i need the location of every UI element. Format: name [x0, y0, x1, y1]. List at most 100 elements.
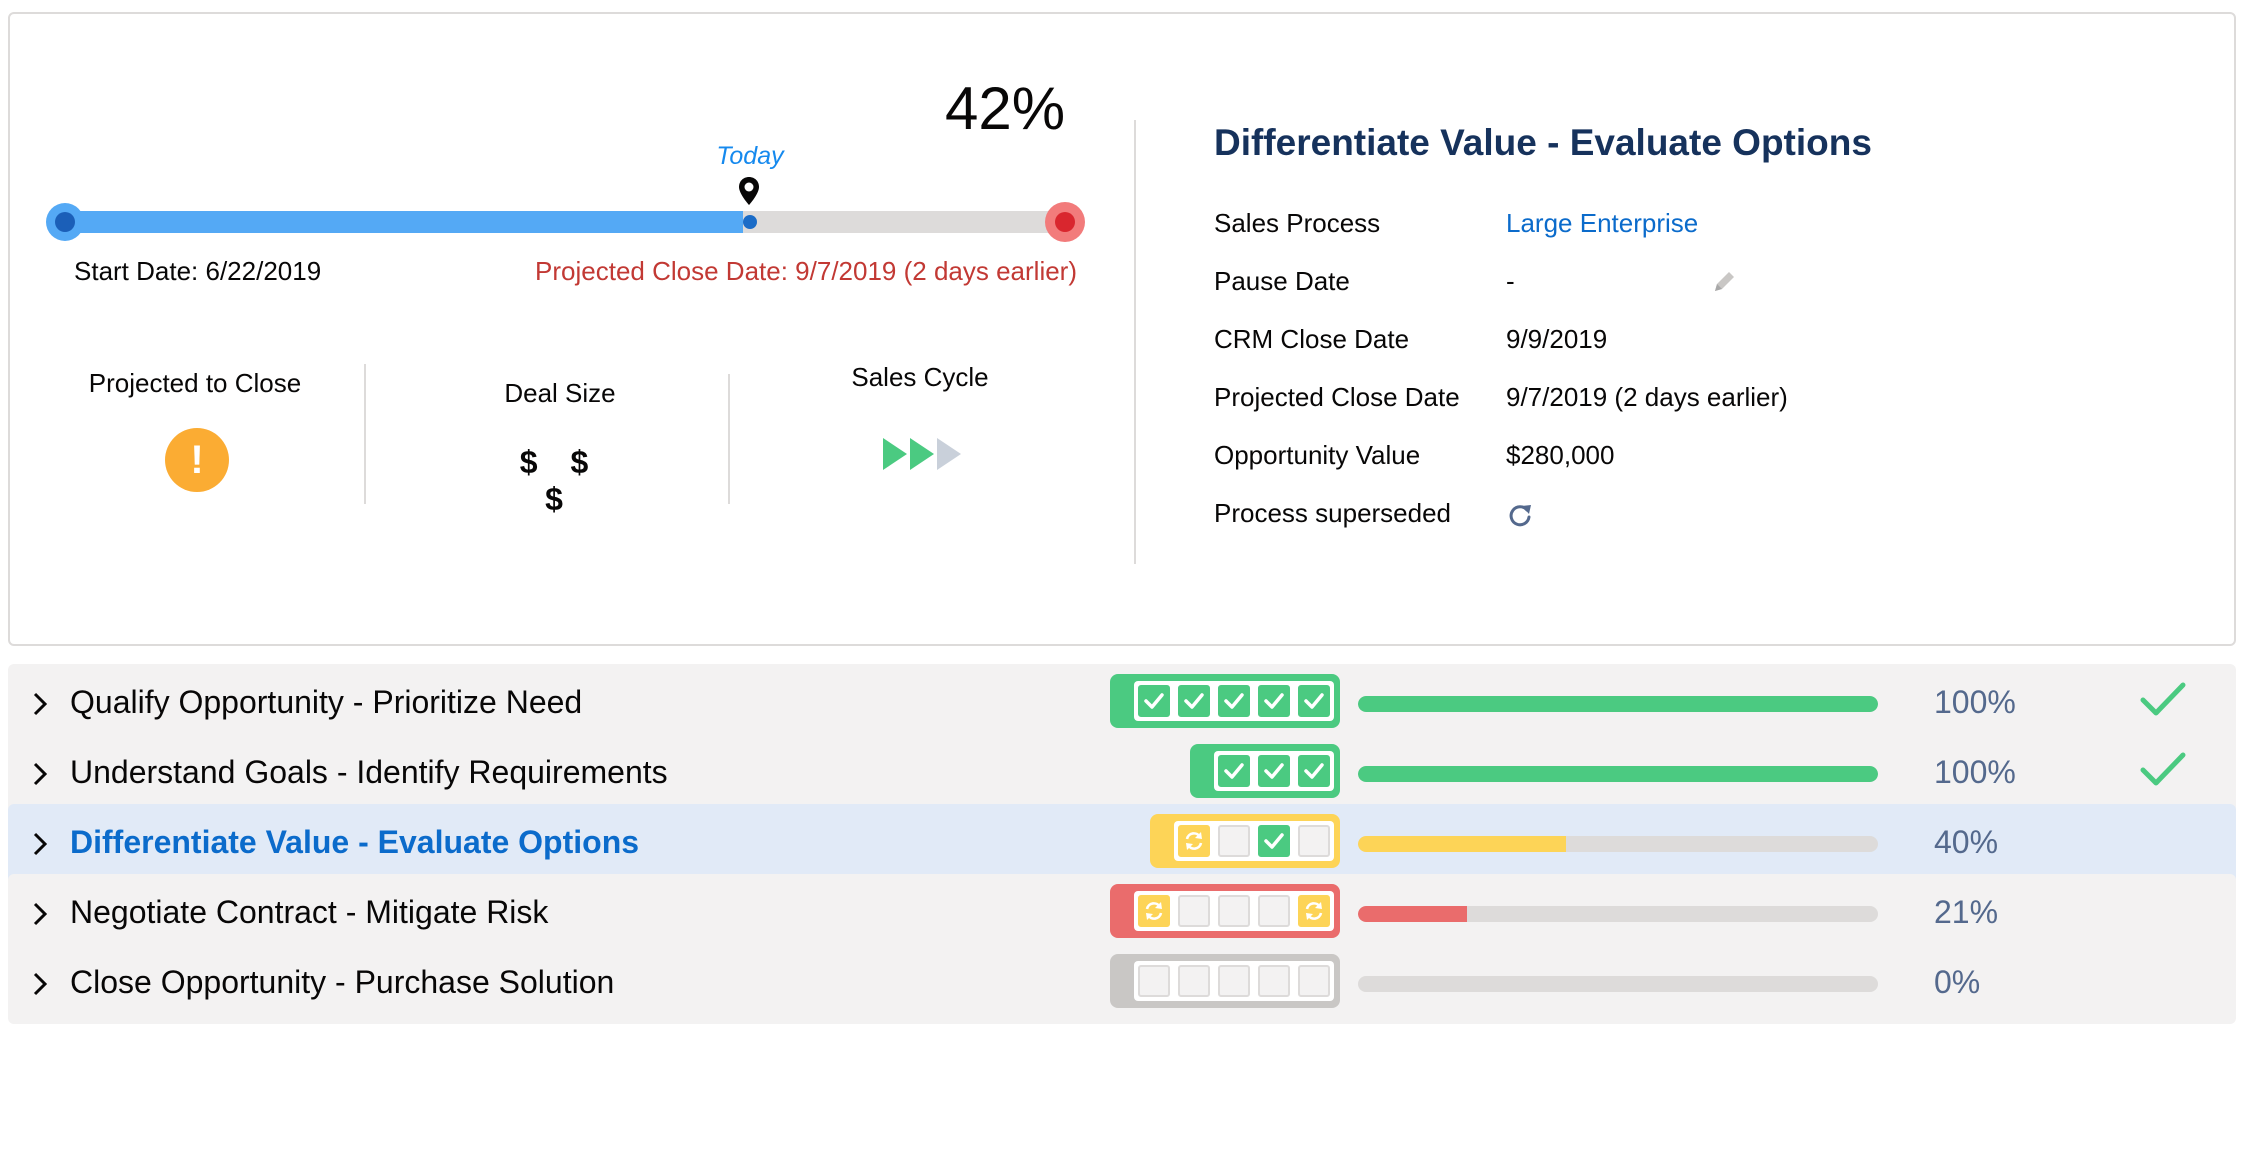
- detail-row-process-superseded: Process superseded: [1214, 498, 2014, 538]
- stage-percent: 100%: [1934, 754, 2016, 790]
- fast-forward-icon: [883, 438, 961, 470]
- stage-step-indicator: [1110, 884, 1340, 938]
- step-complete: [1298, 755, 1330, 787]
- detail-label: Pause Date: [1214, 266, 1350, 296]
- card-divider: [1134, 120, 1136, 564]
- detail-row-sales-process: Sales Process Large Enterprise: [1214, 208, 2014, 248]
- location-pin-icon: [739, 177, 759, 205]
- stage-progress-fill: [1358, 836, 1566, 852]
- in-progress-icon: [1185, 832, 1203, 850]
- detail-row-pause-date: Pause Date -: [1214, 266, 2014, 306]
- stage-progress-bar: [1358, 906, 1878, 922]
- step-in-progress: [1298, 895, 1330, 927]
- today-label: Today: [716, 142, 784, 170]
- stage-row[interactable]: Understand Goals - Identify Requirements…: [8, 734, 2236, 814]
- stage-name[interactable]: Negotiate Contract - Mitigate Risk: [70, 894, 549, 930]
- step-in-progress: [1138, 895, 1170, 927]
- stage-step-indicator: [1190, 744, 1340, 798]
- step-pending: [1298, 965, 1330, 997]
- stat-divider: [364, 364, 366, 504]
- stage-step-indicator: [1110, 954, 1340, 1008]
- step-complete: [1178, 685, 1210, 717]
- detail-value: 9/7/2019 (2 days earlier): [1506, 382, 1788, 412]
- detail-value: 9/9/2019: [1506, 324, 1608, 354]
- detail-label: Sales Process: [1214, 208, 1381, 238]
- checkmark-icon: [1144, 693, 1164, 709]
- refresh-icon[interactable]: [1506, 502, 1534, 530]
- warning-icon: !: [165, 428, 229, 492]
- timeline-progress-fill: [58, 211, 744, 233]
- detail-value: -: [1506, 266, 1515, 296]
- step-complete: [1258, 825, 1290, 857]
- stage-progress-fill: [1358, 906, 1468, 922]
- stage-step-indicator: [1110, 674, 1340, 728]
- detail-row-projected-close-date: Projected Close Date 9/7/2019 (2 days ea…: [1214, 382, 2014, 422]
- sales-process-link[interactable]: Large Enterprise: [1506, 208, 1699, 238]
- chevron-right-icon[interactable]: [30, 969, 50, 999]
- step-complete: [1298, 685, 1330, 717]
- step-complete: [1258, 755, 1290, 787]
- detail-label: Opportunity Value: [1214, 440, 1421, 470]
- step-pending: [1258, 965, 1290, 997]
- step-complete: [1138, 685, 1170, 717]
- stage-percent: 100%: [1934, 684, 2016, 720]
- stage-row[interactable]: Differentiate Value - Evaluate Options 40…: [8, 804, 2236, 884]
- stage-step-indicator: [1150, 814, 1340, 868]
- stage-progress-bar: [1358, 836, 1878, 852]
- stage-row[interactable]: Qualify Opportunity - Prioritize Need 100…: [8, 664, 2236, 744]
- in-progress-icon: [1305, 902, 1323, 920]
- stage-name[interactable]: Qualify Opportunity - Prioritize Need: [70, 684, 583, 720]
- timeline-today-marker: [743, 215, 757, 229]
- pencil-icon[interactable]: [1710, 268, 1738, 296]
- detail-row-opportunity-value: Opportunity Value $280,000: [1214, 440, 2014, 480]
- stage-row[interactable]: Close Opportunity - Purchase Solution 0%: [8, 944, 2236, 1024]
- detail-title: Differentiate Value - Evaluate Options: [1214, 122, 1872, 163]
- deal-size-label: Deal Size: [504, 378, 616, 408]
- checkmark-icon: [1264, 833, 1284, 849]
- checkmark-icon: [2140, 752, 2186, 786]
- stage-progress-fill: [1358, 766, 1878, 782]
- detail-label: Projected Close Date: [1214, 382, 1460, 412]
- stage-progress-bar: [1358, 766, 1878, 782]
- stage-name[interactable]: Differentiate Value - Evaluate Options: [70, 824, 640, 860]
- checkmark-icon: [1264, 763, 1284, 779]
- chevron-right-icon[interactable]: [30, 899, 50, 929]
- projected-close-date: Projected Close Date: 9/7/2019 (2 days e…: [535, 256, 1077, 286]
- step-pending: [1218, 895, 1250, 927]
- stage-percent: 21%: [1934, 894, 1999, 930]
- chevron-right-icon[interactable]: [30, 759, 50, 789]
- stage-row[interactable]: Negotiate Contract - Mitigate Risk 21%: [8, 874, 2236, 954]
- step-pending: [1258, 895, 1290, 927]
- checkmark-icon: [1184, 693, 1204, 709]
- step-in-progress: [1178, 825, 1210, 857]
- stage-percent: 0%: [1934, 964, 1981, 1000]
- stage-name[interactable]: Understand Goals - Identify Requirements: [70, 754, 668, 790]
- step-complete: [1218, 755, 1250, 787]
- stage-percent: 40%: [1934, 824, 1999, 860]
- chevron-right-icon[interactable]: [30, 689, 50, 719]
- stage-progress-fill: [1358, 696, 1878, 712]
- checkmark-icon: [1224, 763, 1244, 779]
- checkmark-icon: [1224, 693, 1244, 709]
- step-complete: [1258, 685, 1290, 717]
- step-pending: [1178, 965, 1210, 997]
- overall-percent: 42%: [944, 75, 1066, 142]
- timeline-end-marker: [1045, 202, 1085, 242]
- sales-cycle-label: Sales Cycle: [851, 362, 989, 392]
- deal-size-value: $ $ $: [519, 444, 601, 517]
- projected-to-close-label: Projected to Close: [88, 368, 302, 398]
- stage-name[interactable]: Close Opportunity - Purchase Solution: [70, 964, 615, 1000]
- timeline-start-marker: [46, 203, 84, 241]
- detail-value: $280,000: [1506, 440, 1615, 470]
- detail-row-crm-close-date: CRM Close Date 9/9/2019: [1214, 324, 2014, 364]
- start-date: Start Date: 6/22/2019: [74, 256, 322, 286]
- checkmark-icon: [2140, 682, 2186, 716]
- stage-progress-bar: [1358, 696, 1878, 712]
- step-pending: [1138, 965, 1170, 997]
- step-pending: [1298, 825, 1330, 857]
- stat-divider: [728, 374, 730, 504]
- chevron-right-icon[interactable]: [30, 829, 50, 859]
- step-complete: [1218, 685, 1250, 717]
- opportunity-summary-card: 42% Today Start Date: 6/22/2019 Projecte…: [8, 12, 2236, 646]
- timeline-track: [58, 211, 1066, 233]
